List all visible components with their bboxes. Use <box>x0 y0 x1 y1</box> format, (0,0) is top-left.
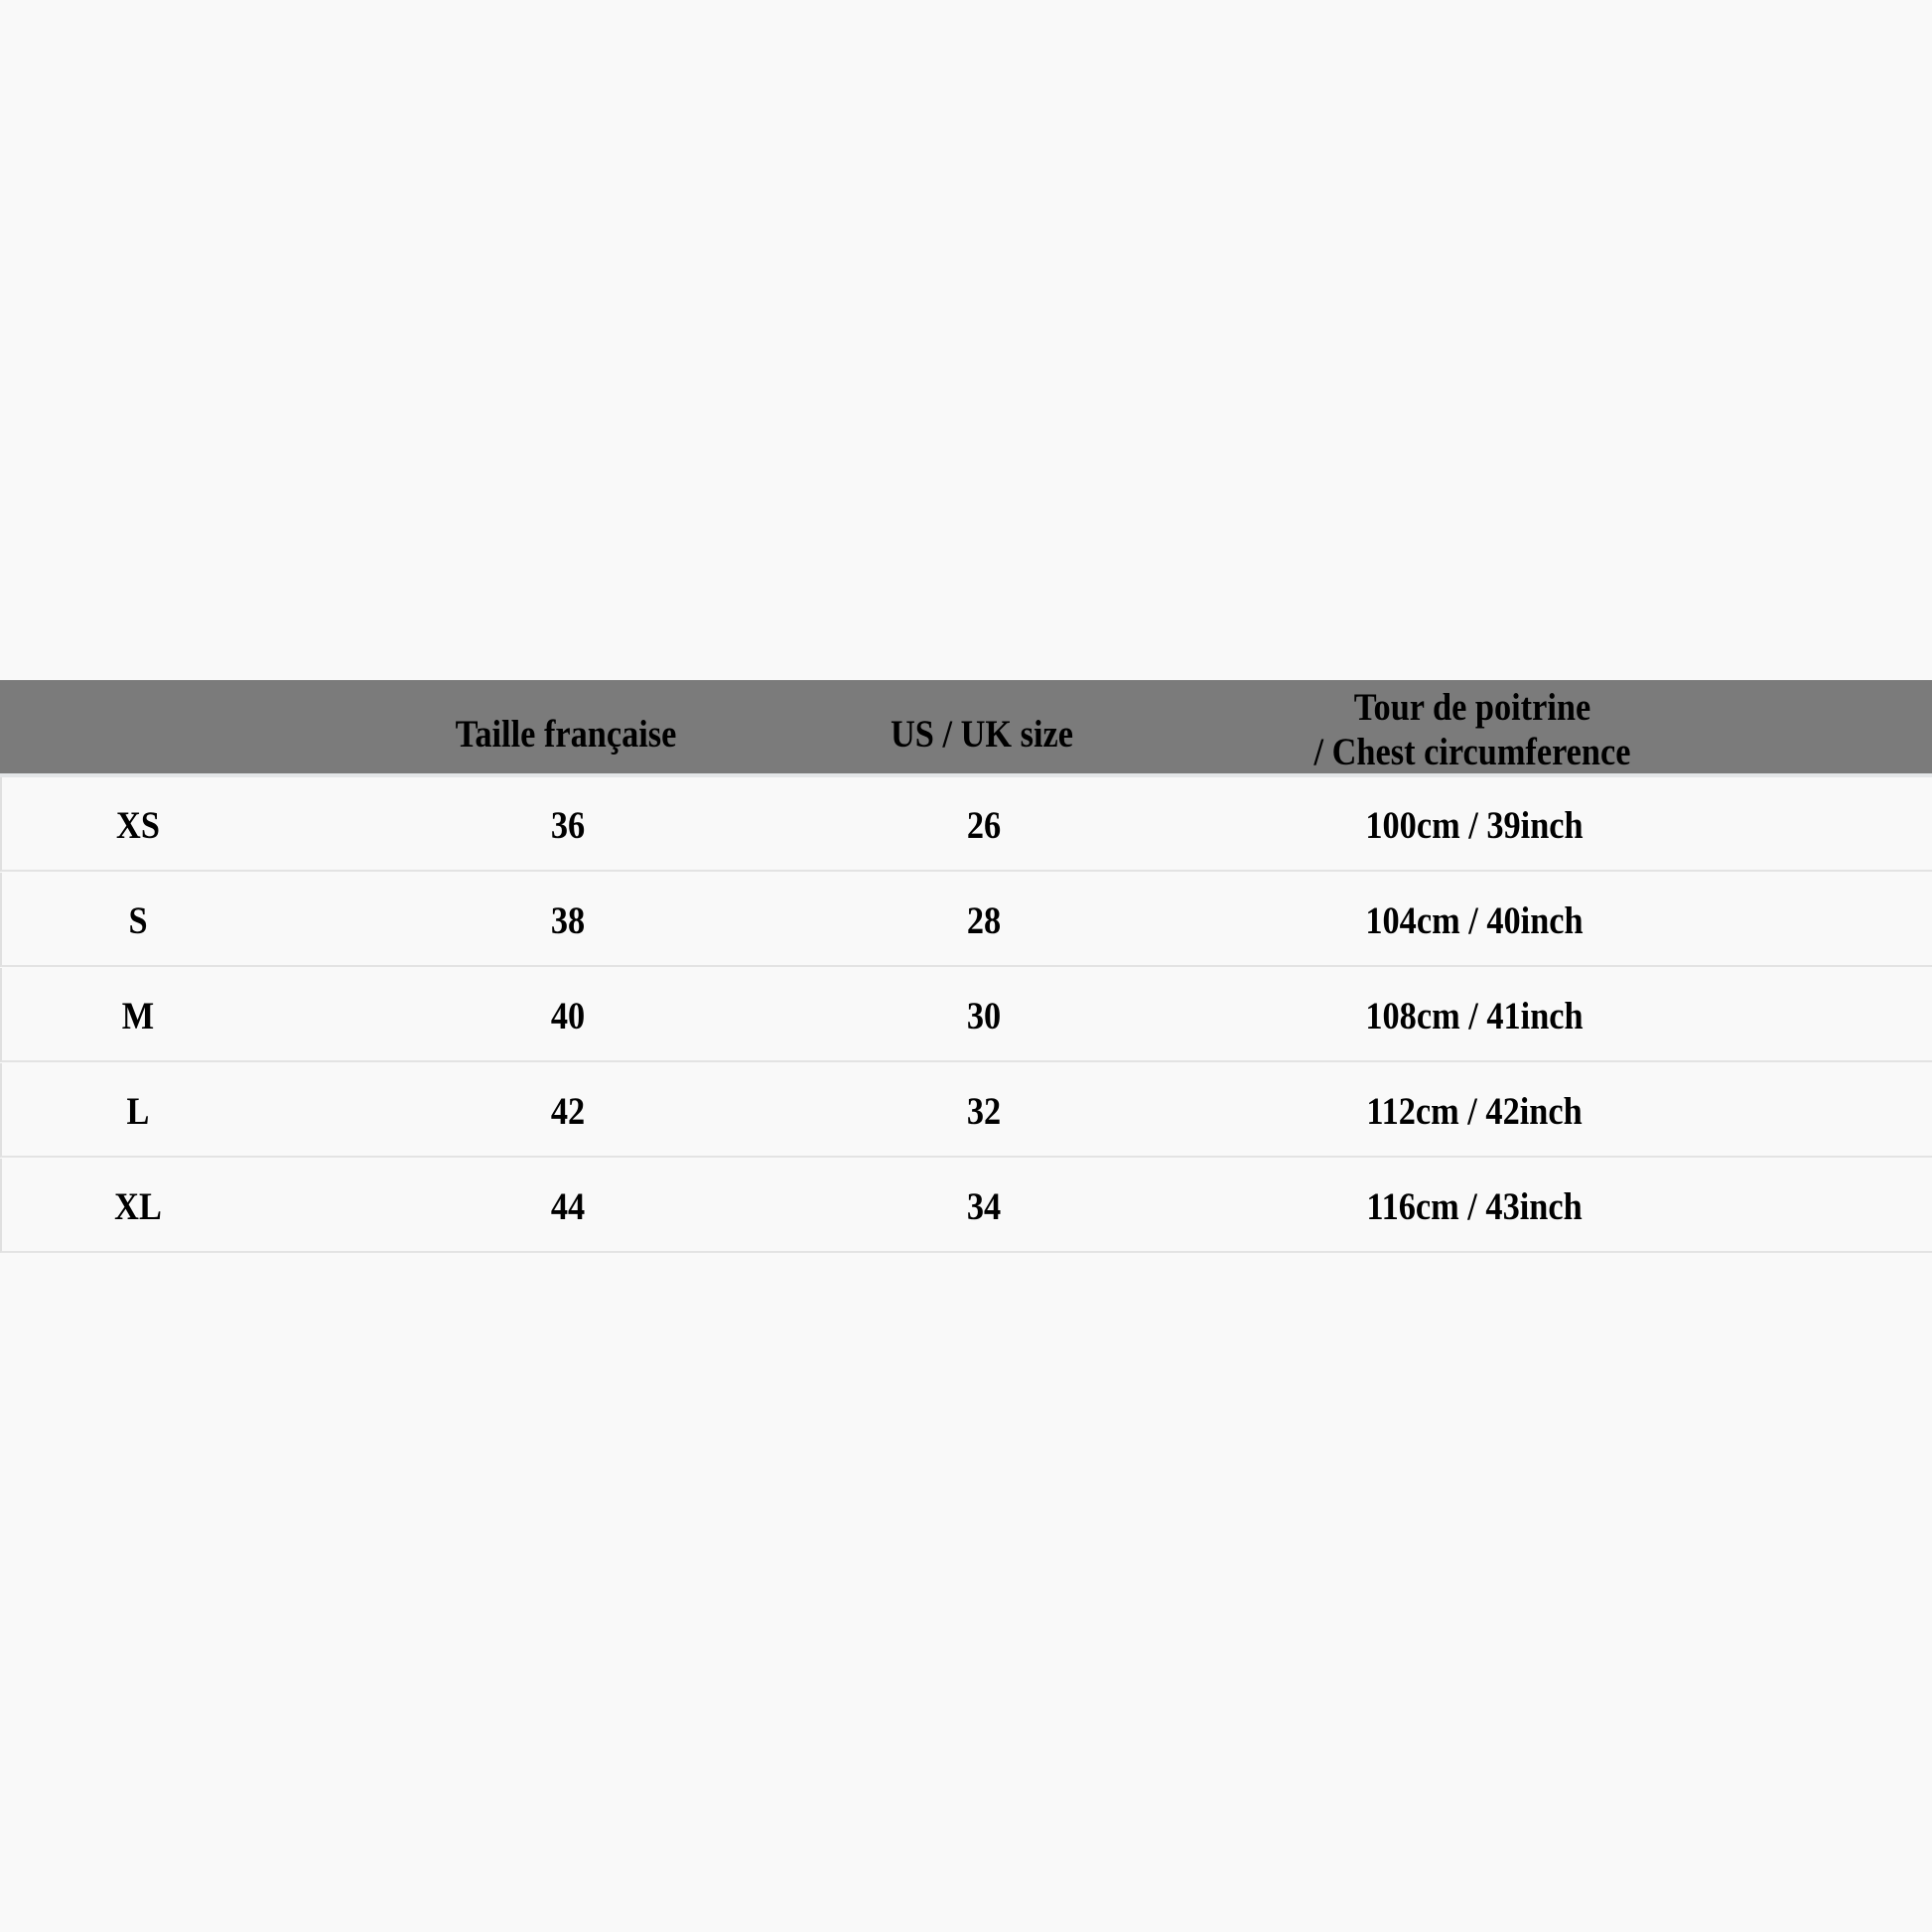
us-uk-size: 32 <box>966 1090 1002 1133</box>
header-us-uk-size: US / UK size <box>891 713 1073 756</box>
chest-circumference: 116cm / 43inch <box>1366 1185 1583 1228</box>
size-label: XS <box>116 804 160 847</box>
us-uk-size: 30 <box>966 995 1002 1037</box>
chest-circumference: 112cm / 42inch <box>1366 1090 1583 1133</box>
header-chest-line1: Tour de poitrine <box>1353 686 1591 729</box>
table-row: M 40 30 108cm / 41inch <box>0 968 1932 1062</box>
french-size: 42 <box>550 1090 586 1133</box>
table-row: S 38 28 104cm / 40inch <box>0 873 1932 967</box>
table-header: Taille française US / UK size Tour de po… <box>0 680 1932 777</box>
size-label: S <box>128 899 148 942</box>
french-size: 40 <box>550 995 586 1037</box>
us-uk-size: 28 <box>966 899 1002 942</box>
table-row: L 42 32 112cm / 42inch <box>0 1063 1932 1158</box>
french-size: 36 <box>550 804 586 847</box>
table-row: XS 36 26 100cm / 39inch <box>0 777 1932 872</box>
us-uk-size: 34 <box>966 1185 1002 1228</box>
french-size: 38 <box>550 899 586 942</box>
size-label: XL <box>114 1185 162 1228</box>
chest-circumference: 100cm / 39inch <box>1365 804 1584 847</box>
table-row: XL 44 34 116cm / 43inch <box>0 1159 1932 1253</box>
chest-circumference: 108cm / 41inch <box>1365 995 1584 1037</box>
size-label: L <box>126 1090 150 1133</box>
header-chest: Tour de poitrine / Chest circumference <box>1314 685 1631 774</box>
chest-circumference: 104cm / 40inch <box>1365 899 1584 942</box>
header-chest-line2: / Chest circumference <box>1313 731 1631 773</box>
us-uk-size: 26 <box>966 804 1002 847</box>
size-label: M <box>121 995 155 1037</box>
header-french-size: Taille française <box>455 713 677 756</box>
french-size: 44 <box>550 1185 586 1228</box>
